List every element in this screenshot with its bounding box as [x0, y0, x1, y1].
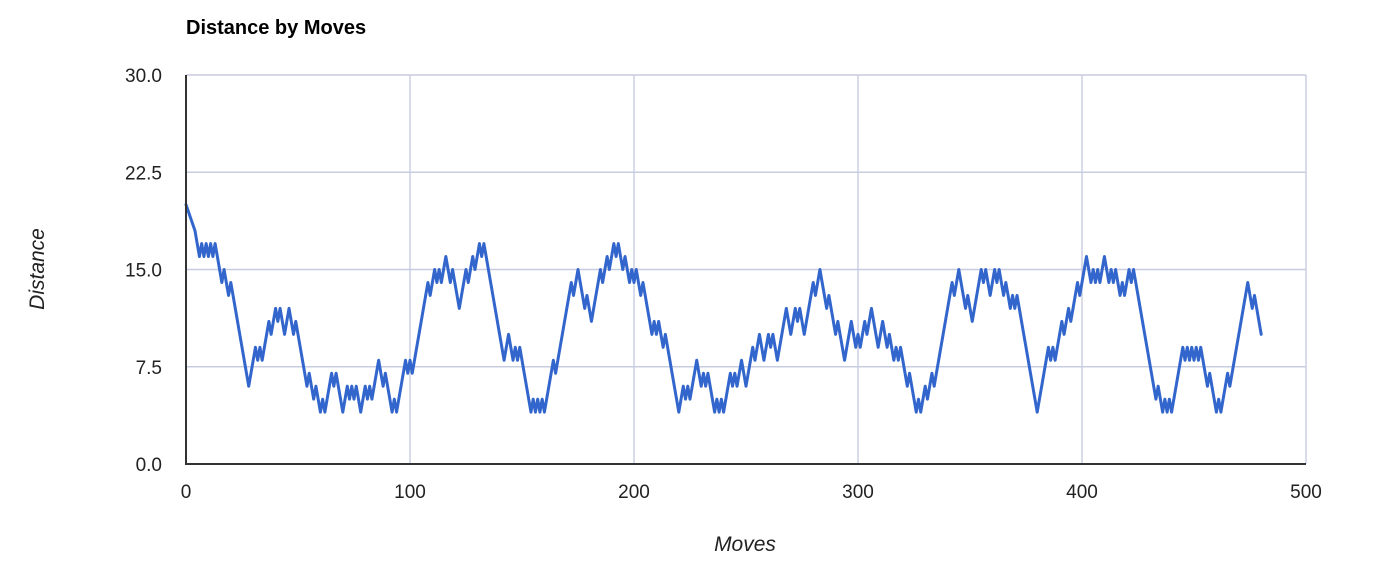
x-tick-label: 500 — [1290, 482, 1322, 503]
x-tick-label: 100 — [394, 482, 426, 503]
series-layer — [184, 203, 1263, 414]
y-tick-label: 0.0 — [136, 455, 162, 476]
x-tick-label: 400 — [1066, 482, 1098, 503]
y-axis-title: Distance — [26, 228, 49, 310]
x-tick-label: 200 — [618, 482, 650, 503]
y-tick-label: 30.0 — [125, 66, 162, 87]
series-line — [184, 203, 1263, 414]
x-tick-label: 300 — [842, 482, 874, 503]
grid-lines — [186, 74, 1307, 464]
axes — [185, 75, 1306, 465]
x-tick-label: 0 — [181, 482, 192, 503]
y-tick-label: 15.0 — [125, 261, 162, 282]
tick-labels: 0.0 7.5 15.0 22.5 30.0 0 100 200 300 400 500 — [125, 66, 1322, 503]
y-tick-label: 22.5 — [125, 163, 162, 184]
y-tick-label: 7.5 — [136, 358, 162, 379]
x-axis-title: Moves — [714, 533, 776, 556]
chart-title: Distance by Moves — [186, 17, 366, 39]
